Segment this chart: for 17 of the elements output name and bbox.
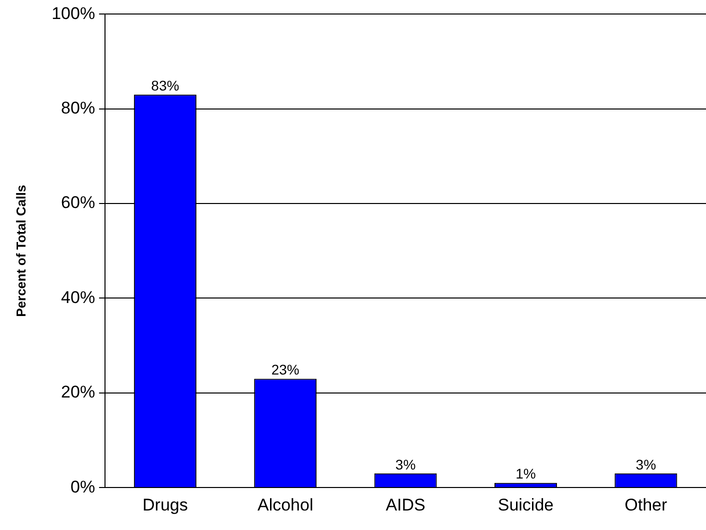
y-tick-label: 40% [61, 288, 96, 307]
data-label: 23% [271, 362, 300, 378]
x-tick-label: Drugs [142, 495, 188, 514]
y-axis-title: Percent of Total Calls [13, 184, 28, 317]
y-tick-label: 60% [61, 193, 96, 212]
x-tick-label: Suicide [498, 495, 554, 514]
x-tick-label: AIDS [386, 495, 426, 514]
data-label: 1% [516, 466, 536, 482]
y-tick-label: 20% [61, 382, 96, 402]
x-tick-label: Alcohol [257, 495, 314, 514]
y-tick-label: 80% [61, 98, 96, 118]
data-label: 83% [151, 78, 180, 94]
data-label: 3% [636, 456, 656, 472]
y-tick-label: 100% [52, 4, 96, 23]
data-label: 3% [395, 456, 416, 472]
x-tick-label: Other [624, 495, 668, 514]
y-tick-label: 0% [70, 477, 96, 496]
